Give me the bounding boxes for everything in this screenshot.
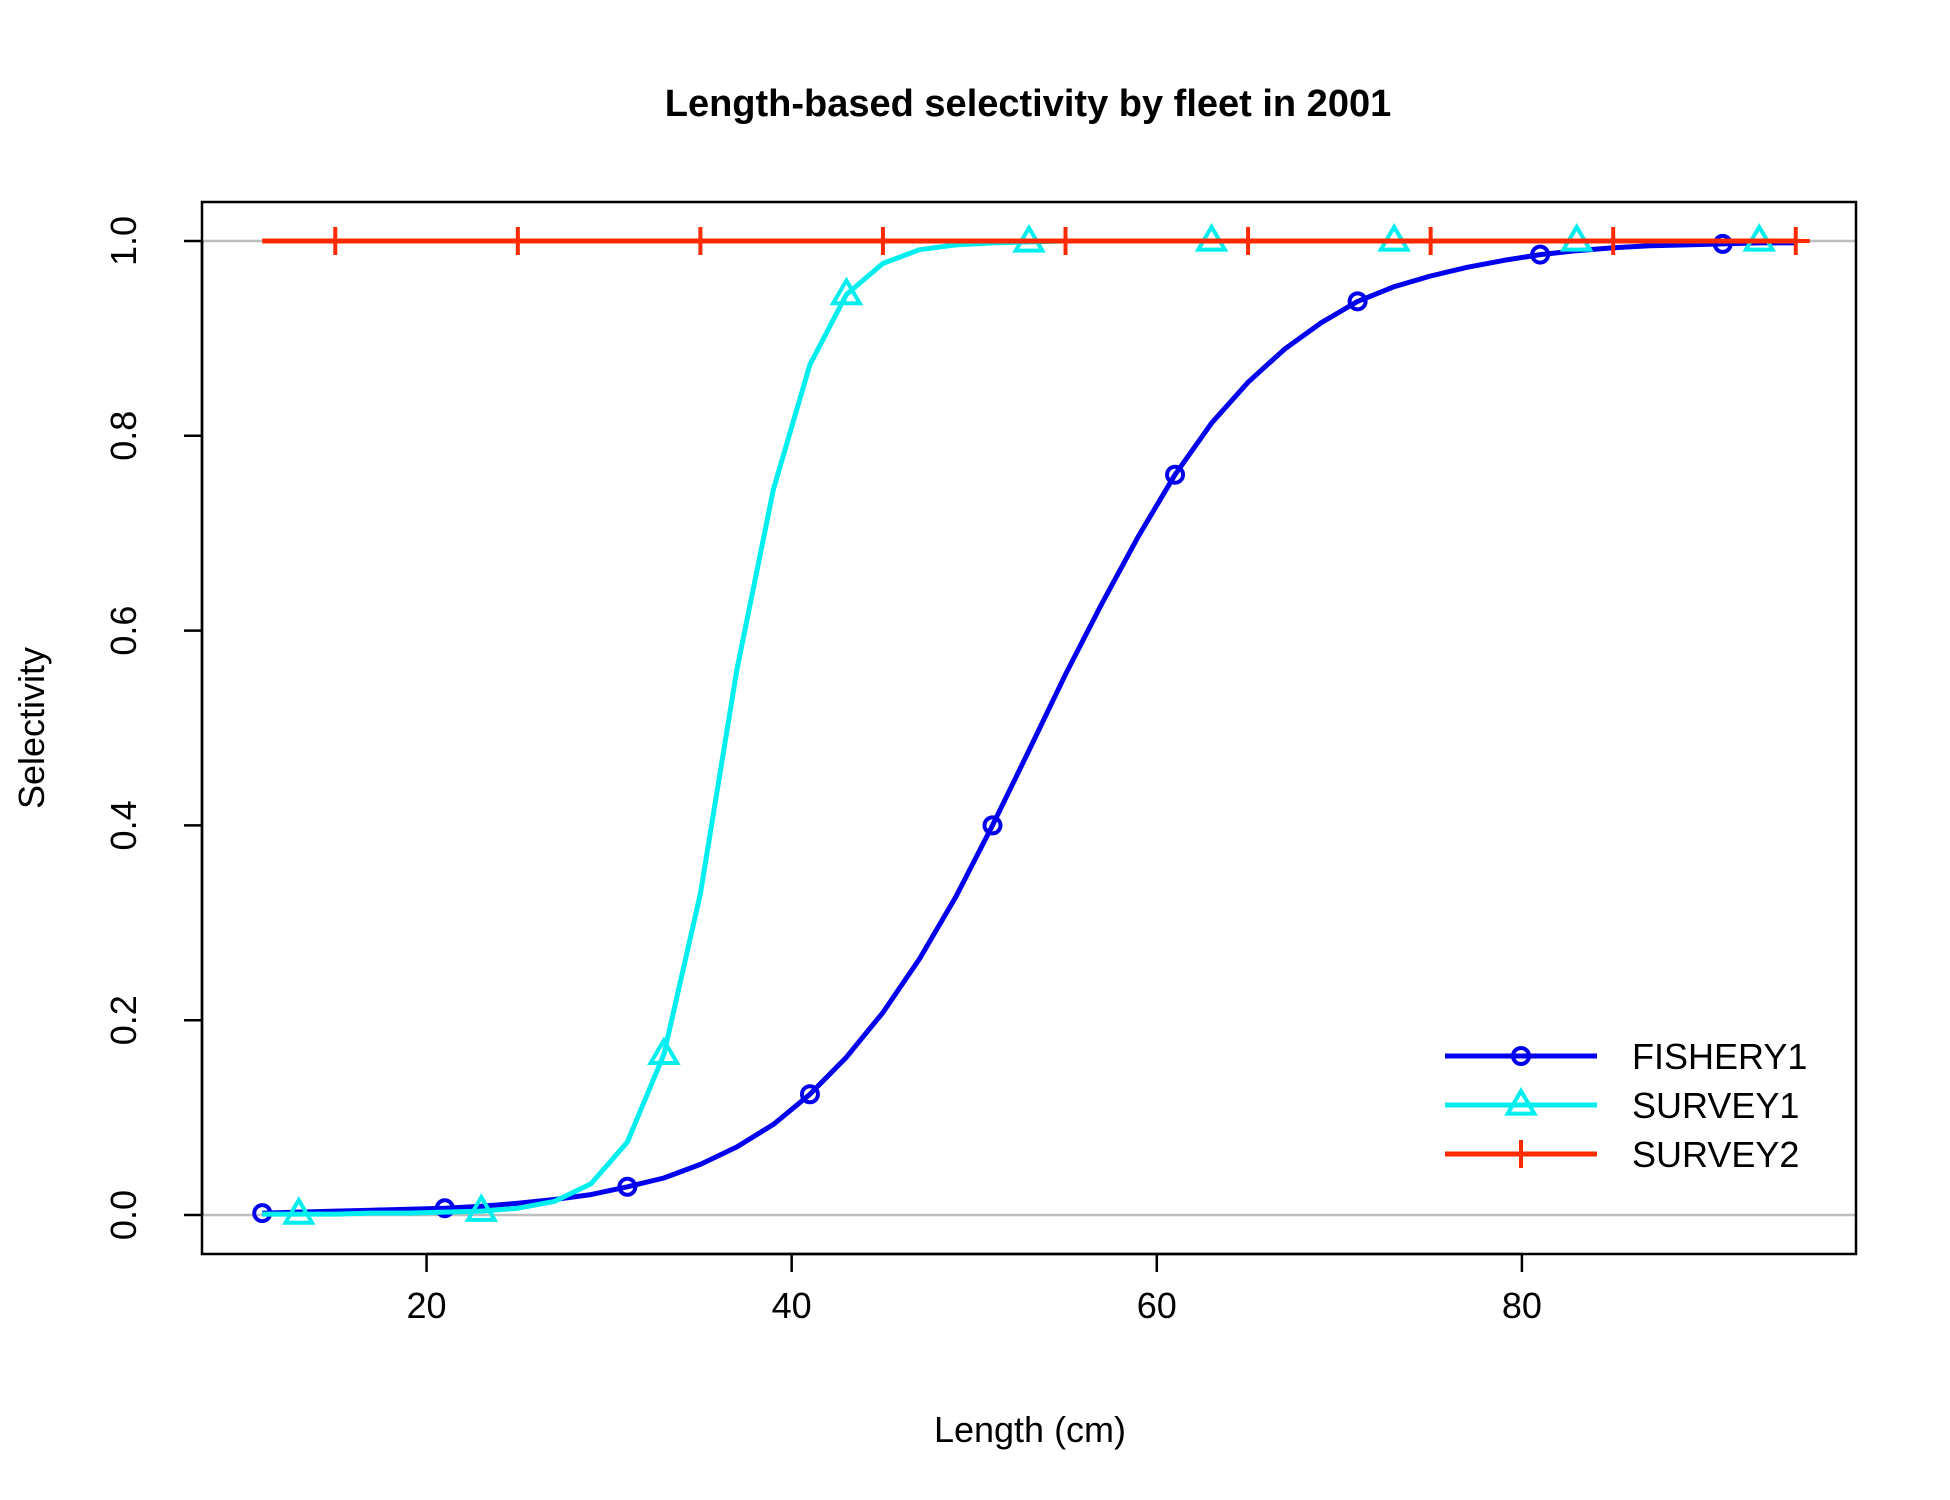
y-axis-label: Selectivity xyxy=(11,647,52,809)
legend-item-survey2: SURVEY2 xyxy=(1445,1134,1799,1175)
data-point-plus xyxy=(686,226,715,255)
data-point-triangle xyxy=(1377,223,1411,252)
legend-label: FISHERY1 xyxy=(1632,1036,1807,1077)
data-point-triangle xyxy=(1559,223,1594,252)
series-layer xyxy=(252,223,1810,1225)
data-point-plus xyxy=(868,226,897,255)
data-point-plus xyxy=(1416,226,1445,255)
y-tick-label: 0.0 xyxy=(103,1190,144,1240)
x-tick-label: 60 xyxy=(1137,1285,1177,1326)
series-line xyxy=(262,238,1796,1217)
data-point-triangle xyxy=(647,1036,681,1065)
legend: FISHERY1 SURVEY1 SURVEY2 xyxy=(1445,1036,1807,1175)
data-point-plus xyxy=(1051,226,1080,255)
plot-frame xyxy=(200,200,1858,1256)
legend-label: SURVEY2 xyxy=(1632,1134,1799,1175)
legend-marker-circle xyxy=(1511,1046,1531,1066)
y-tick-label: 1.0 xyxy=(103,216,144,266)
data-point-circle xyxy=(799,1084,820,1105)
x-axis-label: Length (cm) xyxy=(934,1409,1126,1450)
y-axis: 0.0 0.2 0.4 0.6 0.8 1.0 xyxy=(103,216,204,1240)
data-point-plus xyxy=(1781,226,1810,255)
y-tick-label: 0.4 xyxy=(103,800,144,850)
legend-label: SURVEY1 xyxy=(1632,1085,1799,1126)
data-point-plus xyxy=(321,226,350,255)
data-point-circle xyxy=(1712,233,1733,254)
data-point-triangle xyxy=(1194,223,1229,252)
legend-marker-triangle xyxy=(1504,1087,1538,1116)
legend-item-fishery1: FISHERY1 xyxy=(1445,1036,1807,1077)
data-point-triangle xyxy=(829,276,864,306)
series-line xyxy=(262,240,1796,1216)
data-point-plus xyxy=(1234,226,1263,255)
chart-title: Length-based selectivity by fleet in 200… xyxy=(665,83,1391,125)
data-point-circle xyxy=(1347,291,1368,312)
series-survey1 xyxy=(262,223,1796,1225)
x-axis: 20 40 60 80 xyxy=(407,1252,1542,1326)
legend-item-survey1: SURVEY1 xyxy=(1445,1085,1799,1126)
series-survey2 xyxy=(262,226,1810,255)
data-point-plus xyxy=(1599,226,1628,255)
reference-lines xyxy=(202,239,1856,1217)
legend-marker-plus xyxy=(1507,1140,1535,1168)
data-point-triangle xyxy=(464,1193,499,1222)
y-tick-label: 0.2 xyxy=(103,995,144,1045)
data-point-circle xyxy=(1165,464,1186,485)
data-point-circle xyxy=(617,1176,638,1197)
y-tick-label: 0.6 xyxy=(103,606,144,656)
series-fishery1 xyxy=(252,233,1796,1224)
x-tick-label: 40 xyxy=(772,1285,812,1326)
x-tick-label: 20 xyxy=(407,1285,447,1326)
y-tick-label: 0.8 xyxy=(103,411,144,461)
data-point-circle xyxy=(1530,244,1551,265)
data-point-triangle xyxy=(1742,223,1777,252)
data-point-circle xyxy=(434,1198,455,1219)
data-point-plus xyxy=(503,226,532,255)
x-tick-label: 80 xyxy=(1502,1285,1542,1326)
data-point-triangle xyxy=(281,1196,316,1225)
data-point-circle xyxy=(982,815,1003,836)
